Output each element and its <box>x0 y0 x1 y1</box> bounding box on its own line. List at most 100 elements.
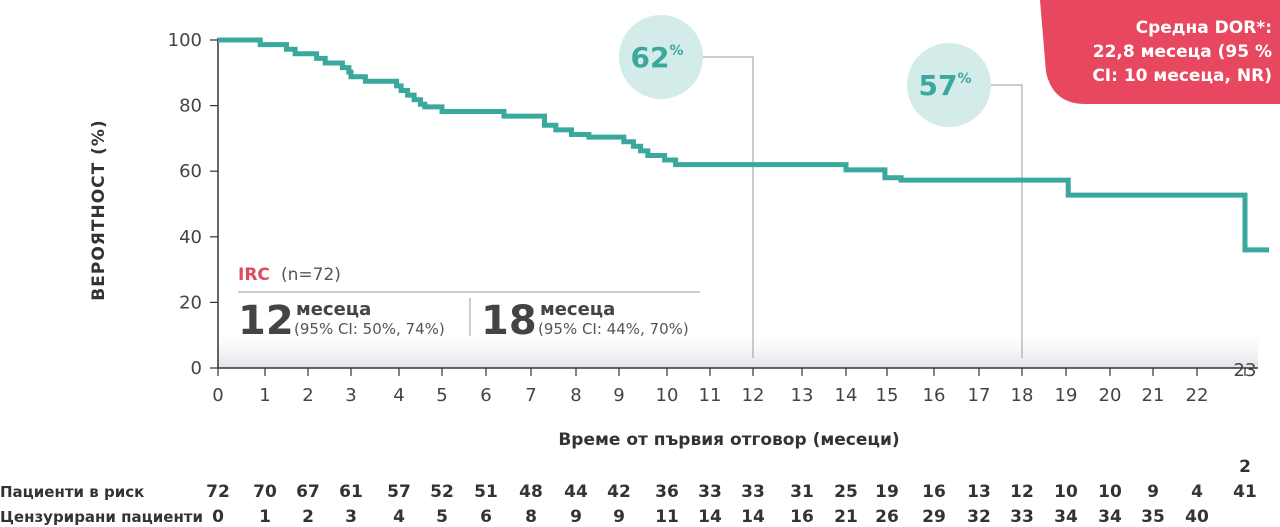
x-tick-label: 10 <box>656 385 679 406</box>
summary-left-value: 12 <box>238 298 294 344</box>
risk-value-at-risk: 51 <box>474 482 498 502</box>
summary-right-ci: (95% CI: 44%, 70%) <box>538 320 689 338</box>
risk-value-censored: 8 <box>525 507 537 527</box>
x-tick-label: 12 <box>742 385 765 406</box>
risk-row-label-censored: Цензурирани пациенти <box>0 508 203 526</box>
x-tick-label: 13 <box>791 385 814 406</box>
annotation-number: 62 <box>631 41 670 74</box>
risk-value-censored: 0 <box>212 507 224 527</box>
annotation-leader <box>991 84 1023 358</box>
risk-value-at-risk: 13 <box>967 482 991 502</box>
risk-value-censored: 16 <box>790 507 814 527</box>
x-tick-label: 19 <box>1055 385 1078 406</box>
x-tick-label: 15 <box>876 385 899 406</box>
y-ticks: 0 20 40 60 80 100 <box>168 30 218 379</box>
risk-value-censored: 34 <box>1098 507 1122 527</box>
x-tick-label: 7 <box>525 385 536 406</box>
risk-value-censored: 26 <box>875 507 899 527</box>
median-dor-line-1: Средна DOR*: <box>1136 18 1272 38</box>
risk-value-at-risk: 25 <box>834 482 858 502</box>
risk-value-censored: 40 <box>1185 507 1209 527</box>
risk-value-censored: 11 <box>655 507 679 527</box>
x-tick-label: 22 <box>1186 385 1209 406</box>
x-tick-label: 18 <box>1011 385 1034 406</box>
annotation-value: 62% <box>631 41 684 74</box>
annotation-bubble <box>619 15 703 99</box>
x-tick-label: 1 <box>259 385 270 406</box>
x-tick-label: 16 <box>923 385 946 406</box>
risk-value-censored: 32 <box>967 507 991 527</box>
summary-group-n: (n=72) <box>281 265 341 285</box>
median-dor-line-2: 22,8 месеца (95 % <box>1093 42 1272 62</box>
median-dor-badge: Средна DOR*: 22,8 месеца (95 % CI: 10 ме… <box>1040 0 1280 104</box>
risk-value-censored: 4 <box>393 507 405 527</box>
risk-value-censored: 29 <box>922 507 946 527</box>
risk-value-at-risk: 67 <box>296 482 320 502</box>
risk-value-censored: 33 <box>1010 507 1034 527</box>
x-tick-label: 6 <box>480 385 491 406</box>
risk-value-at-risk: 19 <box>875 482 899 502</box>
risk-value-at-risk: 9 <box>1147 482 1159 502</box>
axis-shadow-band <box>218 328 1258 368</box>
risk-value-at-risk: 33 <box>741 482 765 502</box>
risk-value-censored: 21 <box>834 507 858 527</box>
x-tick-label: 14 <box>835 385 858 406</box>
risk-value-at-risk: 48 <box>519 482 543 502</box>
risk-value-at-risk: 57 <box>387 482 411 502</box>
risk-value-censored: 14 <box>698 507 722 527</box>
risk-value-censored: 34 <box>1054 507 1078 527</box>
annotations: 62%57% <box>619 15 1023 358</box>
x-tick-label: 4 <box>393 385 404 406</box>
x-tick-label: 23 <box>1234 360 1257 381</box>
summary-group-label: IRC <box>238 265 270 285</box>
x-tick-label: 9 <box>613 385 624 406</box>
risk-value-at-risk: 70 <box>253 482 277 502</box>
risk-value-at-risk: 12 <box>1010 482 1034 502</box>
x-tick-label: 0 <box>212 385 223 406</box>
risk-value-censored: 6 <box>480 507 492 527</box>
y-axis-label: ВЕРОЯТНОСТ (%) <box>89 119 109 300</box>
x-tick-label: 11 <box>699 385 722 406</box>
summary-right-value: 18 <box>481 298 537 344</box>
risk-value-at-risk: 16 <box>922 482 946 502</box>
risk-value-at-risk: 72 <box>206 482 230 502</box>
risk-value-censored: 2 <box>302 507 314 527</box>
median-dor-line-3: CI: 10 месеца, NR) <box>1092 66 1272 86</box>
risk-value-at-risk: 44 <box>564 482 588 502</box>
x-tick-label: 3 <box>345 385 356 406</box>
annotation-leader <box>703 56 754 358</box>
risk-row-label-at-risk: Пациенти в риск <box>0 483 144 501</box>
risk-value-at-risk: 10 <box>1054 482 1078 502</box>
risk-value-at-risk: 2 <box>1239 457 1251 477</box>
x-tick-label: 5 <box>436 385 447 406</box>
risk-value-at-risk: 33 <box>698 482 722 502</box>
annotation-bubble <box>907 43 991 127</box>
y-tick-label: 20 <box>179 292 202 313</box>
annotation-percent-sign: % <box>957 71 971 87</box>
x-tick-label: 8 <box>570 385 581 406</box>
risk-value-censored: 3 <box>345 507 357 527</box>
summary-right-unit: месеца <box>540 299 615 320</box>
x-axis-label: Време от първия отговор (месеци) <box>558 430 899 450</box>
risk-value-censored: 41 <box>1233 482 1257 502</box>
annotation-value: 57% <box>919 69 972 102</box>
x-tick-label: 2 <box>302 385 313 406</box>
summary-box: IRC (n=72) 12 месеца (95% CI: 50%, 74%) … <box>238 265 700 344</box>
risk-value-censored: 5 <box>436 507 448 527</box>
summary-left-unit: месеца <box>296 299 371 320</box>
risk-value-at-risk: 31 <box>790 482 814 502</box>
x-tick-label: 17 <box>968 385 991 406</box>
annotation-number: 57 <box>919 69 958 102</box>
risk-value-at-risk: 4 <box>1191 482 1203 502</box>
risk-value-at-risk: 52 <box>430 482 454 502</box>
risk-value-at-risk: 10 <box>1098 482 1122 502</box>
y-tick-label: 100 <box>168 30 202 51</box>
km-curve-line <box>218 37 1269 253</box>
y-tick-label: 60 <box>179 161 202 182</box>
risk-value-censored: 9 <box>613 507 625 527</box>
risk-table: Пациенти в риск Цензурирани пациенти 72 7… <box>0 457 1257 527</box>
y-tick-label: 80 <box>179 96 202 117</box>
risk-value-censored: 14 <box>741 507 765 527</box>
